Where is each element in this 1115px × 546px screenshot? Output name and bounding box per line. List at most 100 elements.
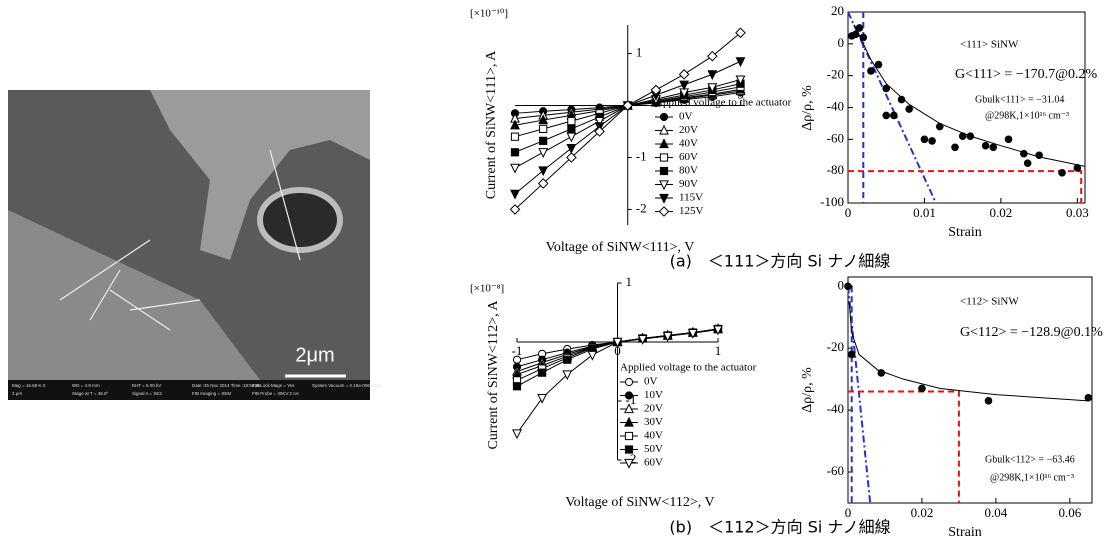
x-tick-label: 0.01 (913, 205, 936, 220)
data-point (882, 85, 890, 93)
sem-info: Date :25 Nov 2014 Time :18:53:45 (192, 383, 261, 388)
plot-frame (848, 277, 1092, 503)
legend-label: 0V (679, 111, 693, 123)
legend-label: 80V (679, 165, 698, 177)
legend-label: 40V (644, 430, 663, 442)
sem-info: System Vacuum = 2.19e-006 mbar (312, 383, 382, 388)
figure: 2μm (a) ＜111＞方向 Si ナノ細線 (b) ＜112＞方向 Si ナ… (0, 0, 1115, 546)
x-axis-label: Strain (948, 525, 981, 540)
marker (511, 133, 518, 140)
data-point (936, 123, 944, 131)
marker (680, 70, 689, 79)
data-point (982, 142, 990, 150)
annotation: G<112> = −128.9@0.1% (960, 325, 1103, 340)
x-axis-label: Voltage of SiNW<112>, V (565, 495, 714, 510)
annotation: @298K,1×10¹⁶ cm⁻³ (985, 110, 1069, 121)
x-axis-label: Strain (948, 225, 981, 240)
unit-label: [×10⁻¹⁰] (470, 8, 508, 20)
chart-title: <111> SiNW (960, 39, 1019, 51)
scale-bar-label: 2μm (295, 344, 334, 366)
y-axis-label: Δρ/ρ, % (800, 85, 815, 131)
y-tick-label: -20 (827, 67, 844, 82)
marker (539, 149, 547, 157)
annotation: G<111> = −170.7@0.2% (955, 67, 1098, 82)
legend-marker (660, 154, 667, 161)
sem-info: Stage at T = 45.0° (72, 391, 108, 396)
marker (513, 430, 521, 438)
data-point (928, 137, 936, 145)
y-tick-label: -1 (636, 148, 647, 163)
x-axis-label: Voltage of SiNW<111>, V (546, 240, 695, 255)
legend-label: 115V (679, 192, 703, 204)
legend-marker (625, 446, 632, 453)
sem-info: WD = 4.8 mm (72, 383, 100, 388)
y-axis-label: Δρ/ρ, % (800, 367, 815, 413)
data-point (967, 132, 975, 140)
sem-info: Mag = 16.68 K X (12, 383, 46, 388)
marker (539, 167, 547, 175)
marker (540, 125, 547, 132)
marker (736, 58, 744, 66)
annotation: Gbulk<111> = −31.04 (975, 94, 1064, 105)
data-point (859, 34, 867, 42)
sem-info: FIB Imaging = SEM (192, 391, 231, 396)
data-point (1020, 150, 1028, 158)
marker (588, 351, 596, 359)
data-point (1085, 394, 1093, 402)
legend-marker (625, 392, 632, 399)
legend-marker (659, 207, 668, 216)
marker (567, 145, 575, 153)
y-tick-label: -20 (827, 339, 844, 354)
legend-label: 0V (644, 376, 658, 388)
data-point (890, 112, 898, 120)
data-point (1074, 164, 1082, 172)
caption: (b) ＜112＞方向 Si ナノ細線 (669, 518, 890, 537)
data-point (989, 143, 997, 151)
data-point (856, 24, 864, 32)
y-tick-label: 0 (838, 277, 845, 292)
sem-info: 2 μm (12, 391, 22, 396)
y-tick-label: -80 (827, 162, 844, 177)
y-axis-label: Current of SiNW<111>, A (484, 50, 499, 199)
data-point (905, 105, 913, 113)
y-tick-label: 0 (838, 35, 845, 50)
marker (568, 125, 575, 132)
marker (511, 164, 519, 172)
marker (540, 137, 547, 144)
data-point (1005, 136, 1013, 144)
data-point (959, 132, 967, 140)
sem-info: Signal A = SE2 (132, 391, 162, 396)
legend-marker (660, 113, 667, 120)
reference-line (848, 12, 936, 203)
x-tick-label: 0.04 (985, 505, 1008, 520)
marker (568, 118, 575, 125)
legend-label: 10V (644, 389, 663, 401)
x-tick-label: 0.06 (1058, 505, 1081, 520)
data-point (921, 136, 929, 144)
sem-info: FIB Lock Mags = Yes (252, 383, 295, 388)
y-tick-label: -100 (820, 194, 844, 209)
x-tick-label: 0.02 (990, 205, 1013, 220)
x-tick-label: 0 (845, 505, 852, 520)
data-point (848, 351, 856, 359)
marker (567, 133, 575, 141)
data-point (985, 397, 993, 405)
data-point (951, 143, 959, 151)
legend-label: 20V (679, 124, 698, 136)
sem-info: FIB Probe = 30KV:2 nA (252, 391, 299, 396)
marker (513, 383, 520, 390)
y-tick-label: -40 (827, 401, 844, 416)
x-tick-label: 0 (845, 205, 852, 220)
data-point (867, 67, 875, 75)
marker (564, 356, 571, 363)
data-point (875, 61, 883, 69)
data-point (882, 112, 890, 120)
sem-hole (260, 190, 340, 250)
y-tick-label: -60 (827, 463, 844, 478)
caption: (a) ＜111＞方向 Si ナノ細線 (670, 252, 891, 271)
data-point (918, 385, 926, 393)
data-point (1058, 169, 1066, 177)
x-tick-label: 1 (715, 343, 722, 358)
y-tick-label: -60 (827, 130, 844, 145)
legend-label: 60V (644, 457, 663, 469)
